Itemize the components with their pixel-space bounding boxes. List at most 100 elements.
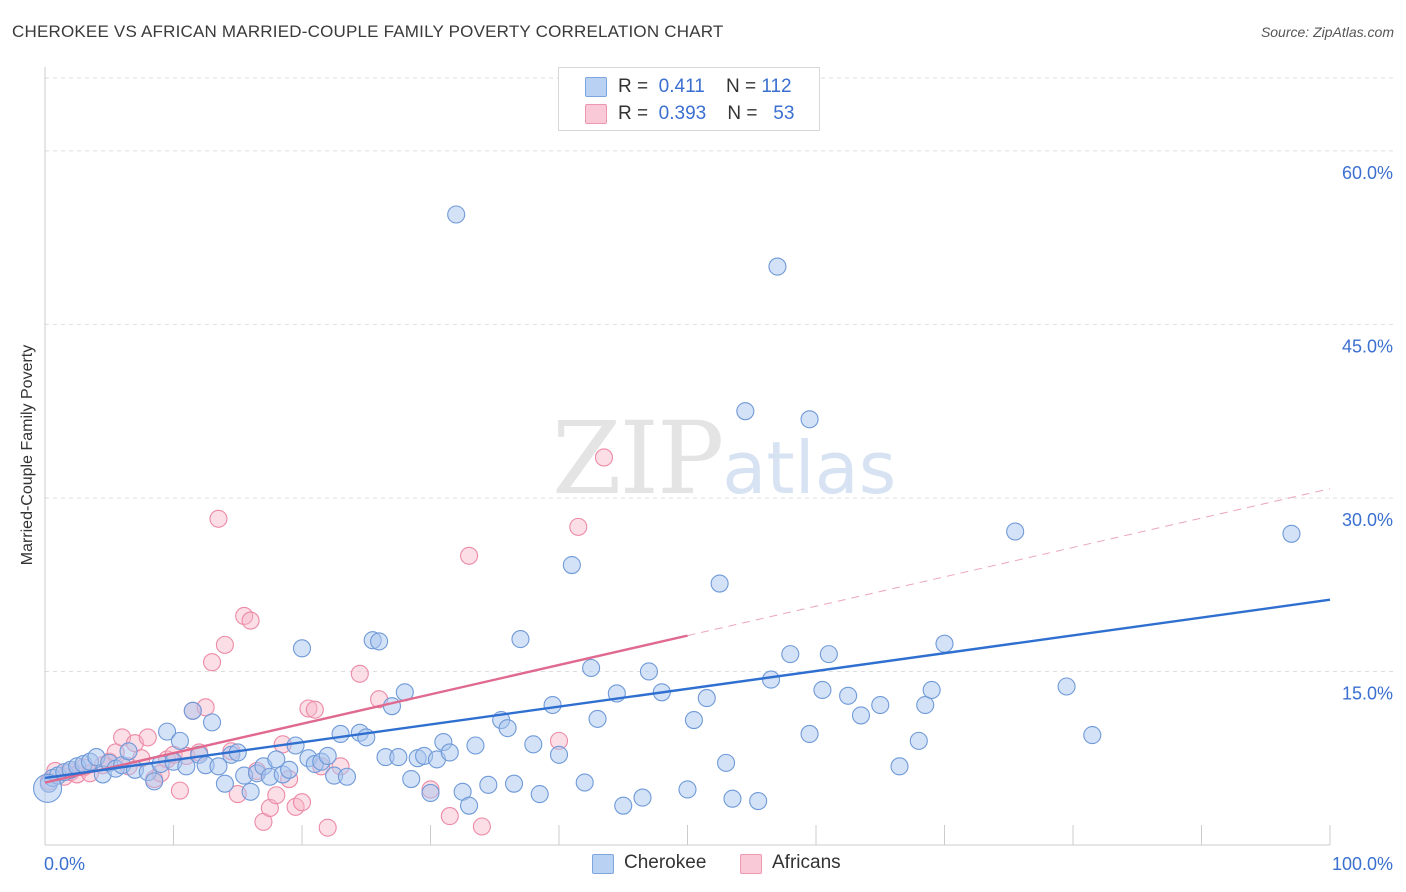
cherokee-point (916, 695, 935, 715)
cherokee-point (498, 719, 517, 738)
cherokee-point (215, 774, 234, 793)
africans-point (305, 700, 324, 719)
n-value-cherokee: 112 (761, 76, 792, 97)
n-label: N = (725, 76, 757, 97)
cherokee-point (710, 574, 729, 593)
cherokee-point (678, 780, 697, 799)
watermark-atlas: atlas (722, 426, 897, 510)
africans-point (350, 664, 369, 683)
n-value-africans: 53 (773, 103, 795, 124)
cherokee-point (819, 645, 838, 664)
cherokee-point (1083, 726, 1102, 745)
africans-point (459, 546, 479, 565)
africans-trend-extension (687, 488, 1331, 637)
cherokee-point (459, 796, 479, 815)
africans-point (235, 606, 254, 625)
cherokee-point (421, 783, 440, 802)
r-value-cherokee: 0.411 (658, 76, 705, 97)
y-tick-label: 15.0% (1342, 683, 1393, 703)
cherokee-point (183, 701, 202, 720)
cherokee-point (158, 722, 177, 741)
cherokee-point (781, 645, 800, 664)
cherokee-point (209, 757, 228, 776)
cherokee-point (440, 743, 459, 762)
cherokee-point (170, 731, 189, 750)
cherokee-point (1282, 524, 1301, 543)
cherokee-point (402, 770, 421, 789)
cherokee-point (890, 757, 909, 776)
africans-point (170, 781, 189, 800)
cherokee-point (1006, 522, 1025, 541)
cherokee-point (267, 750, 286, 769)
cherokee-point (119, 742, 138, 761)
cherokee-point (1057, 677, 1076, 696)
africans-point (138, 728, 157, 747)
cherokee-point (466, 736, 485, 755)
cherokee-point (241, 782, 260, 801)
r-label: R = (618, 103, 649, 124)
cherokee-point (447, 205, 466, 224)
cherokee-point (524, 735, 543, 754)
cherokee-point (723, 789, 742, 808)
cherokee-point (871, 695, 890, 715)
cherokee-point (851, 706, 871, 725)
cherokee-point (562, 555, 581, 575)
cherokee-point (839, 686, 858, 705)
cherokee-point (479, 775, 498, 794)
cherokee-point (749, 791, 768, 811)
africans-point (318, 818, 337, 837)
cherokee-point (543, 695, 562, 715)
cherokee-point (530, 785, 549, 804)
africans-point (569, 517, 588, 536)
africans-point (203, 653, 222, 672)
africans-swatch (740, 854, 762, 874)
cherokee-point (800, 410, 819, 429)
cherokee-point (684, 711, 703, 730)
y-tick-label: 45.0% (1342, 336, 1393, 356)
cherokee-point (337, 767, 357, 786)
africans-point (594, 448, 614, 467)
cherokee-point (582, 658, 601, 678)
africans-trend-line (44, 634, 688, 784)
cherokee-point (761, 670, 781, 689)
cherokee-point (768, 257, 787, 276)
r-label: R = (618, 76, 649, 97)
africans-point (209, 509, 228, 528)
cherokee-point (633, 788, 652, 807)
cherokee-point (736, 402, 755, 421)
source-label: Source: ZipAtlas.com (1260, 24, 1394, 40)
y-tick-label: 60.0% (1342, 163, 1393, 183)
cherokee-point (145, 772, 164, 791)
cherokee-point (370, 632, 389, 651)
cherokee-point (318, 746, 337, 765)
chart-title: CHEROKEE VS AFRICAN MARRIED-COUPLE FAMIL… (12, 22, 724, 41)
cherokee-point (280, 760, 299, 779)
cherokee-point (331, 724, 350, 743)
cherokee-point (614, 796, 633, 815)
y-tick-label: 30.0% (1342, 510, 1393, 530)
correlation-legend: R = 0.411 N = 112 R = 0.393 N = 53 (558, 67, 820, 131)
cherokee-point (588, 709, 607, 728)
legend-label-cherokee: Cherokee (624, 852, 707, 873)
cherokee-point (511, 630, 530, 649)
cherokee-point (382, 697, 402, 716)
x-tick-label: 0.0% (44, 854, 85, 874)
cherokee-point (203, 713, 222, 732)
africans-point (215, 635, 234, 654)
africans-point (299, 699, 318, 718)
cherokee-point (575, 773, 594, 792)
africans-swatch (585, 104, 607, 124)
africans-point (292, 793, 312, 812)
x-tick-label: 100.0% (1332, 854, 1393, 874)
cherokee-trend-line (44, 598, 1331, 780)
cherokee-point (813, 680, 832, 700)
africans-point (472, 817, 491, 836)
cherokee-point (389, 748, 408, 767)
cherokee-swatch (585, 77, 607, 97)
cherokee-point (697, 689, 716, 708)
cherokee-swatch (592, 854, 614, 874)
cherokee-point (549, 745, 569, 764)
africans-point (267, 786, 286, 805)
cherokee-point (292, 639, 312, 658)
